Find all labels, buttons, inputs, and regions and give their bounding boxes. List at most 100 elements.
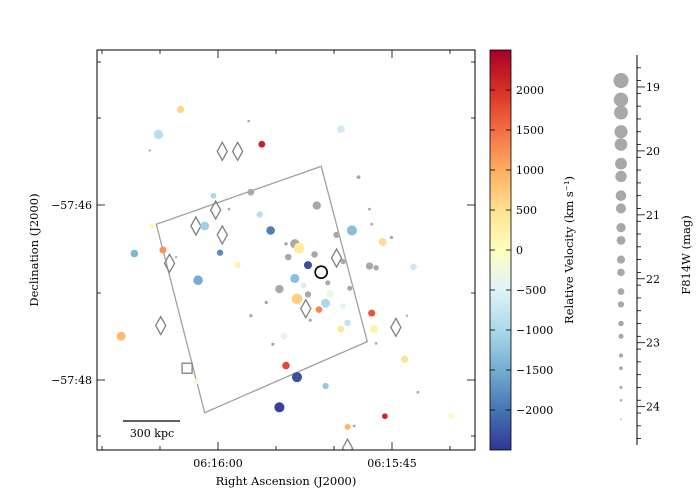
sky-plot: 06:16:00 06:15:45 −57:46 −57:48 Right As… [27, 49, 476, 488]
member-point [153, 129, 164, 140]
mag-legend-symbol [617, 301, 625, 308]
mag-legend-symbol [618, 333, 624, 339]
member-point [291, 372, 303, 383]
mag-tick-label: 24 [646, 401, 660, 414]
member-point [303, 261, 313, 270]
non-member-point [373, 265, 379, 271]
mag-legend-symbol [616, 255, 626, 264]
member-point [381, 413, 388, 420]
mag-tick-label: 22 [646, 273, 660, 286]
colorbar-tick-label: 1500 [516, 124, 544, 137]
non-member-point [304, 291, 312, 298]
square-marker [181, 362, 193, 374]
member-point [176, 105, 185, 114]
mag-legend-symbol [615, 157, 627, 170]
member-point [200, 221, 210, 231]
member-point [193, 275, 203, 286]
non-member-point [247, 188, 255, 196]
member-point [274, 402, 285, 413]
non-members-layer [148, 119, 420, 428]
member-point [369, 325, 378, 334]
mag-tick-label: 23 [646, 337, 660, 350]
non-member-point [148, 149, 151, 152]
colorbar-tick-label: −500 [516, 284, 546, 297]
non-member-point [247, 119, 250, 123]
mag-legend-symbol [619, 398, 623, 402]
mag-legend-symbol [615, 170, 627, 183]
mag-legend-symbol [614, 125, 628, 139]
member-point [368, 309, 376, 317]
diamond-marker [341, 437, 354, 450]
non-member-point [352, 424, 356, 428]
mag-symbols [613, 73, 629, 421]
mag-legend-symbol [619, 366, 623, 371]
colorbar-ticks: 2000 1500 1000 500 0 −500 −1000 −1500 −2000 [490, 84, 553, 417]
member-point [346, 225, 357, 236]
mag-legend-symbol [619, 385, 623, 389]
mag-legend-symbol [614, 138, 628, 151]
colorbar-tick-label: −1000 [516, 324, 553, 337]
member-point [210, 192, 217, 199]
plot-content [116, 105, 454, 450]
non-member-point [365, 262, 374, 270]
y-axis-label: Declination (J2000) [27, 193, 41, 306]
non-member-point [284, 253, 292, 261]
colorbar-label: Relative Velocity (km s⁻¹) [562, 176, 576, 324]
member-point [344, 423, 351, 430]
member-point [337, 125, 345, 134]
diamond-marker [163, 252, 176, 274]
mag-tick-label: 21 [646, 209, 660, 222]
member-point [290, 273, 300, 283]
diamond-marker [216, 224, 229, 246]
diamond-marker [231, 140, 244, 162]
non-member-point [174, 255, 178, 259]
member-point [280, 332, 288, 340]
x-axis-label: Right Ascension (J2000) [216, 474, 357, 488]
mag-legend-symbol [614, 105, 628, 120]
colorbar-tick-label: −2000 [516, 404, 553, 417]
member-point [315, 306, 323, 313]
mag-tick-label: 20 [646, 145, 660, 158]
markers-layer [154, 140, 402, 450]
member-point [256, 211, 263, 218]
x-tick-label: 06:15:45 [367, 457, 416, 470]
non-member-point [284, 242, 288, 246]
mag-legend-symbol [618, 320, 624, 327]
plot-frame [96, 49, 476, 451]
mag-tick-label: 19 [646, 81, 660, 94]
members-layer [116, 105, 454, 430]
colorbar-tick-label: 1000 [516, 164, 544, 177]
member-point [159, 246, 167, 254]
non-member-point [271, 342, 275, 346]
non-member-point [325, 280, 331, 286]
non-member-point [312, 201, 321, 210]
mag-legend-symbol [613, 92, 629, 107]
bcg-marker [314, 265, 328, 280]
mag-legend-symbol [616, 235, 626, 245]
non-member-point [249, 314, 253, 318]
non-member-point [389, 235, 394, 240]
colorbar-tick-label: 0 [516, 244, 523, 257]
member-point [258, 140, 266, 148]
mag-legend-symbol [618, 353, 624, 358]
mag-legend-symbol [615, 190, 627, 201]
scale-bar-label: 300 kpc [130, 427, 174, 440]
y-tick-label: −57:46 [51, 199, 92, 212]
member-point [234, 262, 241, 269]
member-point [266, 226, 275, 235]
x-ticks [101, 50, 451, 450]
diamond-marker [209, 199, 222, 221]
member-point [337, 325, 345, 333]
non-member-point [275, 284, 284, 294]
colorbar-tick-label: 2000 [516, 84, 544, 97]
hst-footprint [155, 165, 369, 414]
member-point [216, 249, 224, 256]
colorbar-tick-label: 500 [516, 204, 537, 217]
member-point [192, 378, 199, 385]
non-member-point [227, 207, 231, 211]
member-point [344, 319, 351, 327]
mag-legend-label: F814W (mag) [679, 215, 693, 295]
member-point [291, 293, 303, 305]
member-point [447, 413, 454, 420]
